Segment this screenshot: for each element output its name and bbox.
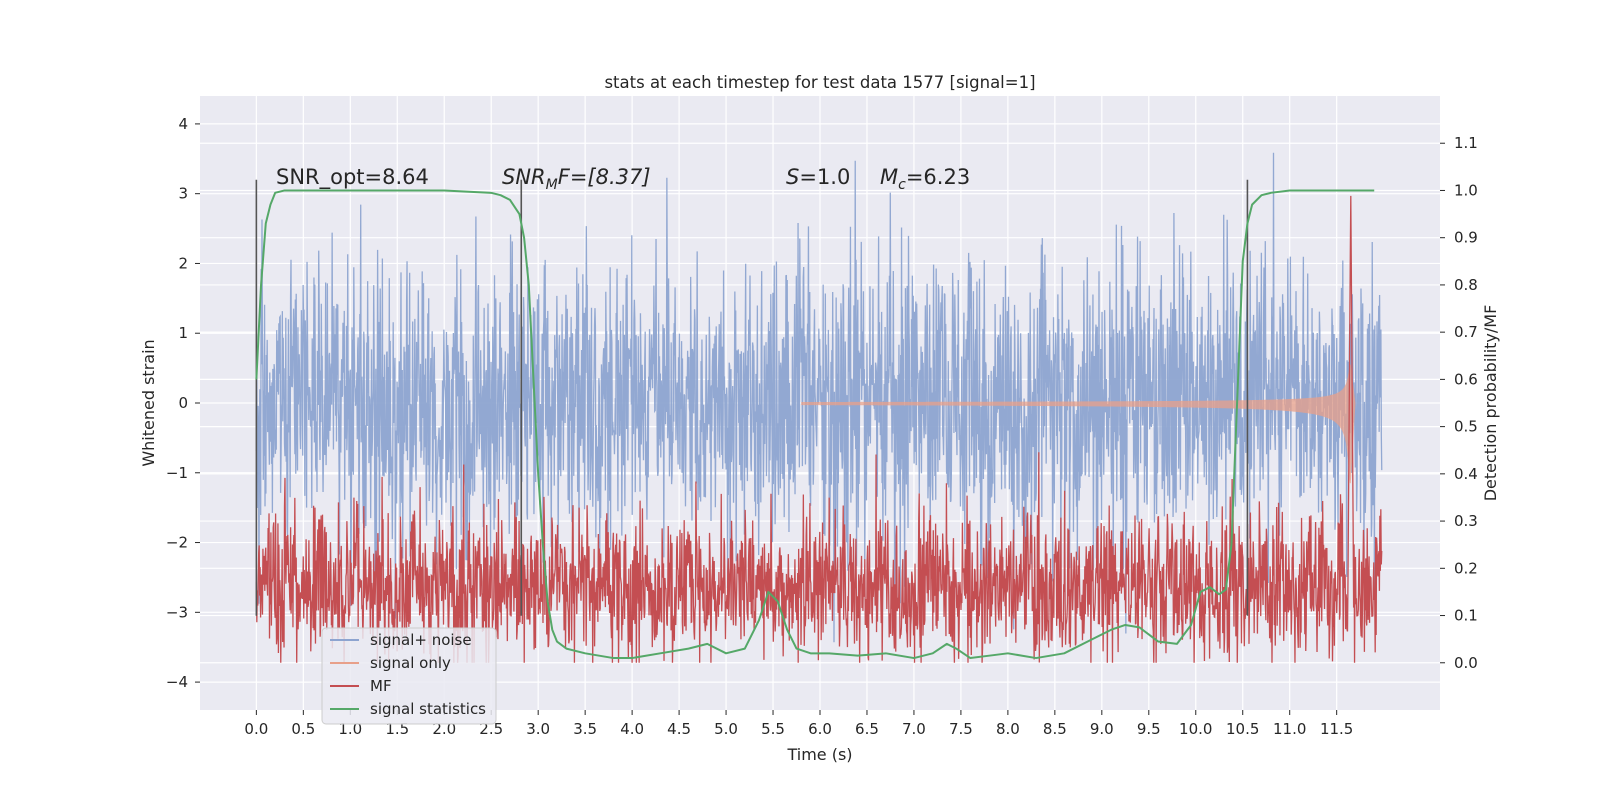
y-tick-label: −2 [166, 534, 188, 552]
x-tick-label: 11.0 [1273, 720, 1306, 738]
legend: signal+ noise signal only MF signal stat… [321, 627, 497, 725]
x-tick-label: 4.5 [667, 720, 691, 738]
y-right-tick-label: 0.6 [1454, 370, 1478, 388]
y-right-tick-label: 1.1 [1454, 134, 1478, 152]
y-right-tick-label: 0.1 [1454, 607, 1478, 625]
y-axis-label: Whitened strain [139, 339, 158, 466]
x-tick-label: 6.0 [808, 720, 832, 738]
y-right-tick-label: 1.0 [1454, 181, 1478, 199]
y-right-tick-label: 0.9 [1454, 229, 1478, 247]
annotation-s-value: =1.0 [799, 165, 850, 189]
annotation-snr-opt: SNR_opt=8.64 [276, 165, 429, 190]
y-right-tick-label: 0.2 [1454, 559, 1478, 577]
x-tick-label: 10.5 [1226, 720, 1259, 738]
x-tick-label: 5.5 [761, 720, 785, 738]
annotation-snr-mf-symbol: SNR [502, 165, 546, 189]
ticks: 0.0 0.5 1.0 1.5 2.0 2.5 3.0 3.5 4.0 4.5 5.0 5.5 6.0 6… [166, 115, 1478, 738]
data-layer [255, 152, 1383, 663]
legend-label-mf: MF [370, 677, 392, 695]
y-right-tick-label: 0.5 [1454, 418, 1478, 436]
x-axis-label: Time (s) [786, 745, 852, 764]
y-tick-label: 1 [178, 324, 188, 342]
legend-label-signal-noise: signal+ noise [370, 631, 472, 649]
x-tick-label: 4.0 [620, 720, 644, 738]
y-tick-label: 2 [178, 254, 188, 272]
y-right-tick-label: 0.8 [1454, 276, 1478, 294]
annotation-s-symbol: S [786, 165, 799, 189]
legend-label-signal-only: signal only [370, 654, 451, 672]
legend-label-signal-statistics: signal statistics [370, 700, 486, 718]
annotation-mc: Mc=6.23 [880, 165, 970, 193]
x-tick-label: 7.5 [949, 720, 973, 738]
annotation-mc-symbol: M [880, 165, 898, 189]
x-tick-label: 8.0 [996, 720, 1020, 738]
annotation-s: S=1.0 [786, 165, 850, 189]
annotation-snr-mf: SNRMF=[8.37] [502, 165, 651, 193]
y-tick-label: −4 [166, 673, 188, 691]
series-mf [255, 195, 1383, 663]
y-right-tick-label: 0.3 [1454, 512, 1478, 530]
legend-box [321, 627, 497, 725]
x-tick-label: 9.5 [1137, 720, 1161, 738]
series-signal-noise [255, 152, 1383, 643]
series-signal-statistics [255, 189, 1375, 660]
y-tick-label: −3 [166, 603, 188, 621]
x-tick-label: 9.0 [1090, 720, 1114, 738]
x-tick-label: 0.0 [244, 720, 268, 738]
annotation-snr-mf-value: F=[8.37] [558, 165, 651, 189]
x-tick-label: 6.5 [855, 720, 879, 738]
x-tick-label: 8.5 [1043, 720, 1067, 738]
annotation-mc-subscript: c [898, 177, 906, 193]
y-right-tick-label: 0.7 [1454, 323, 1478, 341]
y-tick-label: −1 [166, 464, 188, 482]
x-tick-label: 7.0 [902, 720, 926, 738]
x-tick-label: 0.5 [291, 720, 315, 738]
x-tick-label: 3.5 [573, 720, 597, 738]
annotation-mc-value: =6.23 [906, 165, 970, 189]
x-tick-label: 5.0 [714, 720, 738, 738]
annotation-snr-mf-subscript: M [546, 177, 558, 193]
y-right-tick-label: 0.4 [1454, 465, 1478, 483]
y-tick-label: 3 [178, 185, 188, 203]
x-tick-label: 10.0 [1179, 720, 1212, 738]
y-right-tick-label: 0.0 [1454, 654, 1478, 672]
y-axis-label-right: Detection probability/MF [1481, 305, 1500, 502]
y-tick-label: 0 [178, 394, 188, 412]
x-tick-label: 3.0 [526, 720, 550, 738]
chart-title: stats at each timestep for test data 157… [604, 73, 1035, 92]
x-tick-label: 11.5 [1320, 720, 1353, 738]
y-tick-label: 4 [178, 115, 188, 133]
